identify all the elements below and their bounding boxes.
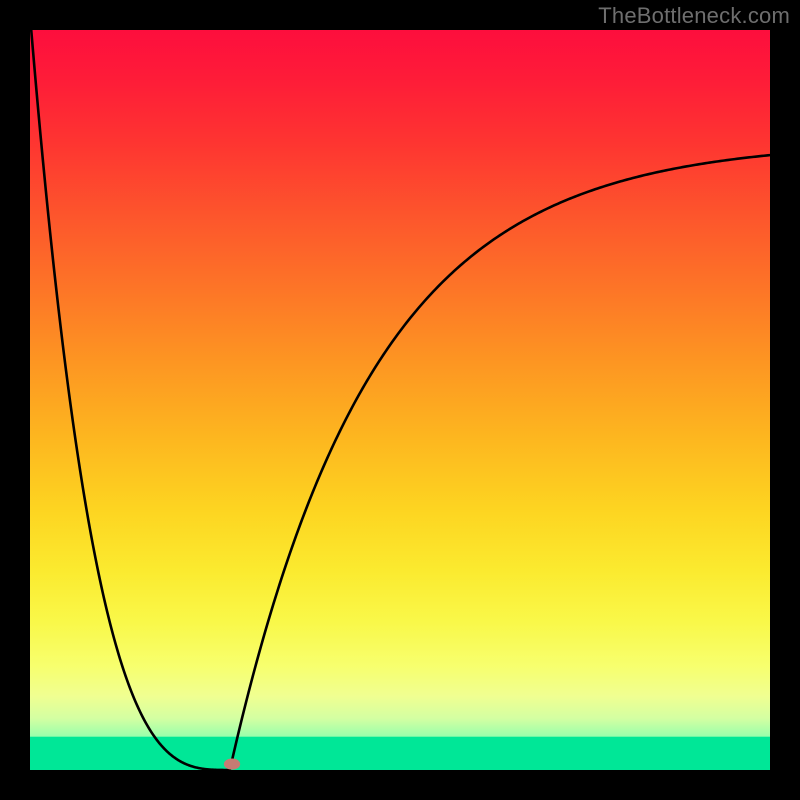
gradient-background [30, 30, 770, 770]
minimum-marker [224, 759, 240, 770]
green-band [30, 737, 770, 770]
chart-frame: TheBottleneck.com [0, 0, 800, 800]
watermark-text: TheBottleneck.com [598, 3, 790, 29]
chart-plot [30, 30, 770, 770]
